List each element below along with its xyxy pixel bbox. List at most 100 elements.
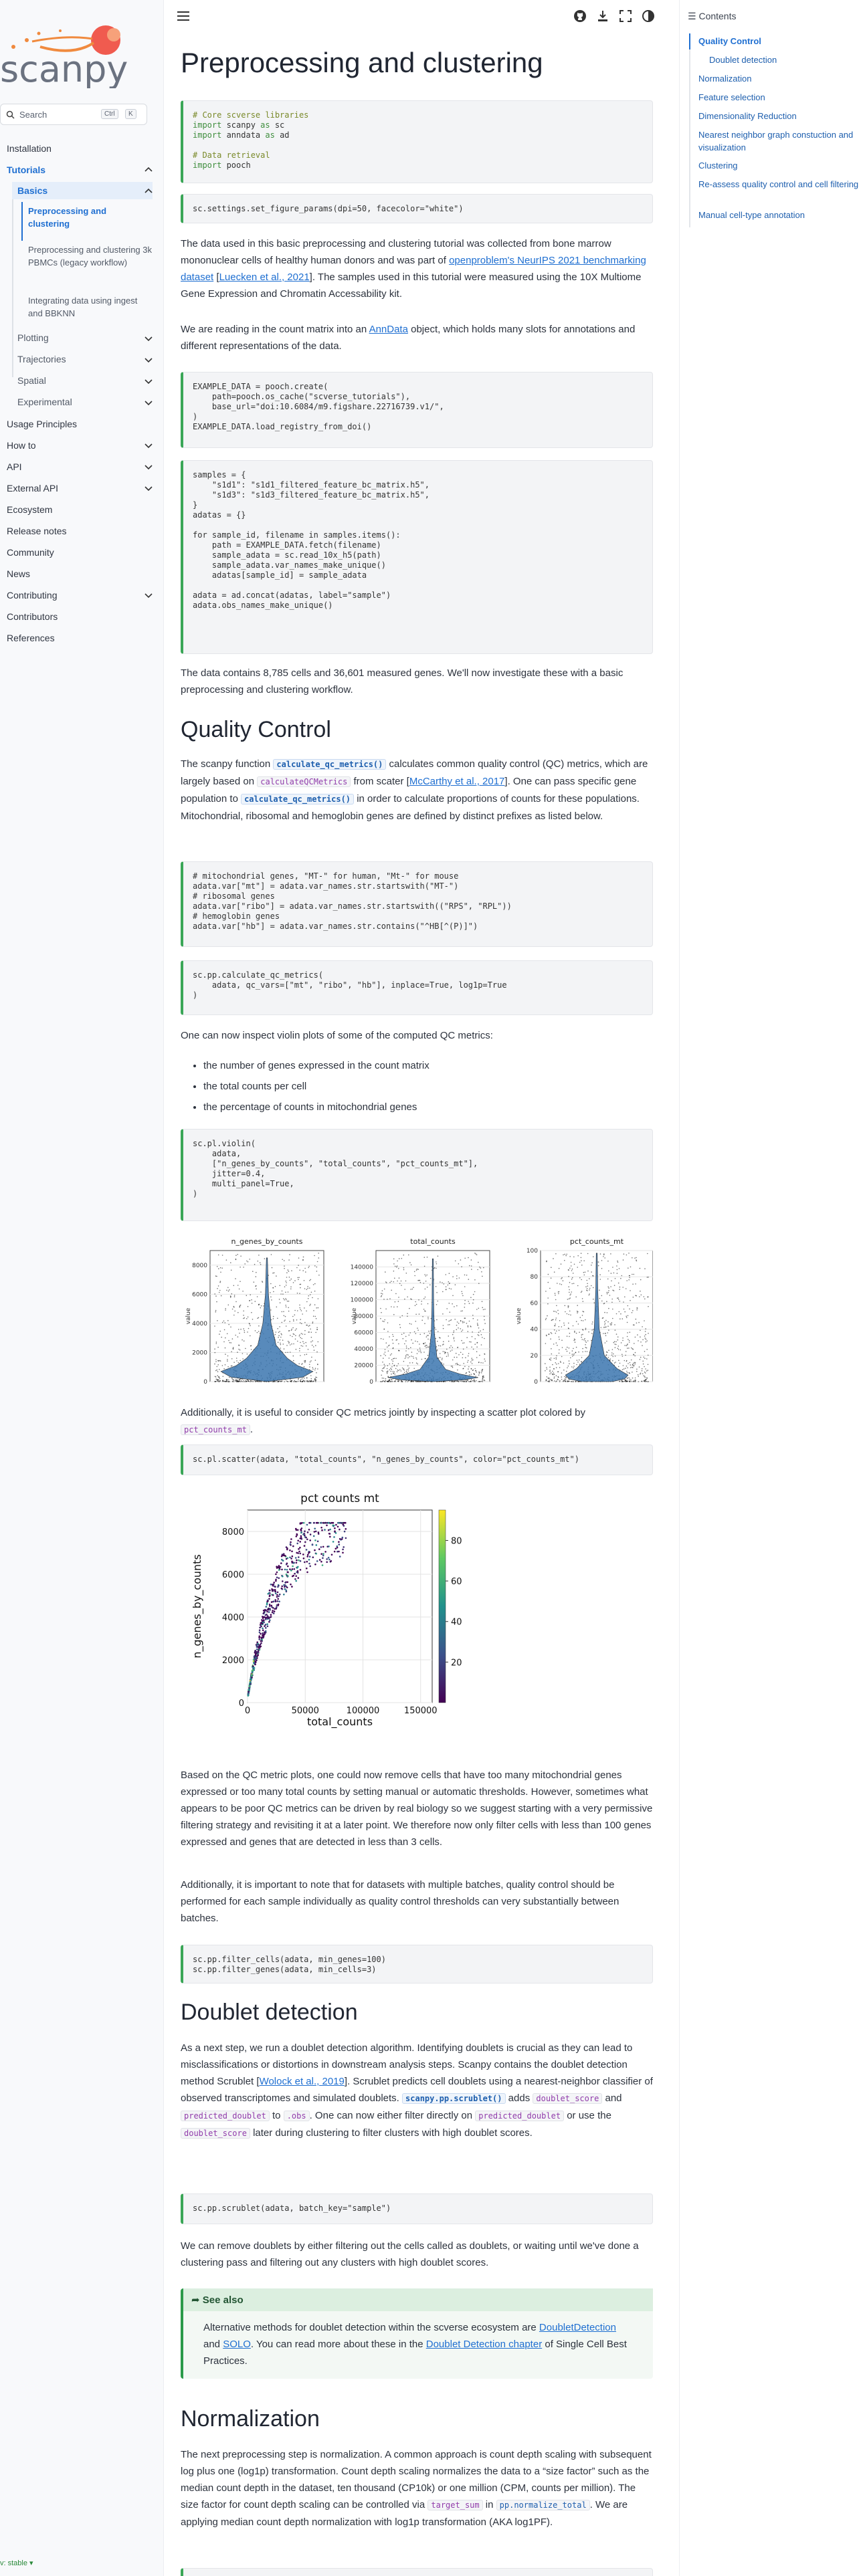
toc-item-reassess-qc[interactable]: Re-assess quality control and cell filte… bbox=[698, 179, 859, 189]
data-point bbox=[329, 1535, 331, 1538]
chevron-down-icon[interactable] bbox=[143, 333, 154, 344]
chevron-down-icon[interactable] bbox=[143, 354, 154, 365]
code-block-load[interactable]: samples = { "s1d1": "s1d1_filtered_featu… bbox=[181, 460, 653, 654]
sidebar-item-ecosystem[interactable]: Ecosystem bbox=[7, 504, 53, 515]
calculate-qc-metrics-link[interactable]: calculate_qc_metrics() bbox=[273, 759, 387, 770]
doublet-chapter-link[interactable]: Doublet Detection chapter bbox=[425, 2339, 543, 2350]
data-point bbox=[624, 1381, 626, 1382]
sidebar-item-tutorials[interactable]: Tutorials bbox=[7, 165, 46, 175]
toc-item-annotation[interactable]: Manual cell-type annotation bbox=[698, 210, 805, 220]
toc-item-normalization[interactable]: Normalization bbox=[698, 74, 752, 84]
github-icon[interactable] bbox=[573, 9, 587, 23]
openproblems-link[interactable]: openproblem's NeurIPS 2021 benchmarking … bbox=[181, 255, 646, 283]
chevron-down-icon[interactable] bbox=[143, 590, 154, 601]
text: later during clustering to filter cluste… bbox=[250, 2127, 533, 2139]
code-block-normalize[interactable] bbox=[181, 2568, 653, 2576]
data-point bbox=[299, 1348, 300, 1350]
citation-mccarthy[interactable]: McCarthy et al., 2017 bbox=[409, 776, 505, 787]
data-point bbox=[223, 1380, 225, 1382]
data-point bbox=[393, 1365, 395, 1367]
data-point bbox=[250, 1679, 252, 1681]
sidebar-item-pbmc3k-legacy[interactable]: Preprocessing and clustering 3k PBMCs (l… bbox=[28, 245, 152, 267]
sidebar-item-release-notes[interactable]: Release notes bbox=[7, 526, 67, 536]
data-point bbox=[270, 1616, 272, 1618]
toc-item-quality-control[interactable]: Quality Control bbox=[698, 36, 761, 46]
code-block-scatter[interactable]: sc.pl.scatter(adata, "total_counts", "n_… bbox=[181, 1444, 653, 1475]
data-point bbox=[610, 1286, 611, 1287]
chevron-down-icon[interactable] bbox=[143, 376, 154, 387]
solo-link[interactable]: SOLO bbox=[223, 2339, 251, 2350]
sidebar-item-installation[interactable]: Installation bbox=[7, 143, 52, 154]
calculate-qc-metrics-link[interactable]: calculate_qc_metrics() bbox=[241, 794, 355, 804]
sidebar-item-contributors[interactable]: Contributors bbox=[7, 611, 58, 622]
citation-luecken[interactable]: Luecken et al., 2021 bbox=[219, 272, 310, 283]
search-input[interactable]: Search Ctrl K bbox=[0, 104, 147, 125]
chevron-down-icon[interactable] bbox=[143, 397, 154, 408]
toc-item-doublet-detection[interactable]: Doublet detection bbox=[709, 55, 777, 65]
sidebar-item-trajectories[interactable]: Trajectories bbox=[17, 354, 66, 364]
sidebar-item-news[interactable]: News bbox=[7, 568, 31, 579]
data-point bbox=[563, 1362, 565, 1364]
sidebar-item-spatial[interactable]: Spatial bbox=[17, 375, 46, 386]
sidebar-item-contributing[interactable]: Contributing bbox=[7, 590, 58, 601]
toc-item-feature-selection[interactable]: Feature selection bbox=[698, 92, 765, 102]
data-point bbox=[217, 1288, 218, 1289]
anndata-link[interactable]: AnnData bbox=[369, 324, 408, 335]
code-block-scrublet[interactable]: sc.pp.scrublet(adata, batch_key="sample"… bbox=[181, 2193, 653, 2224]
fullscreen-icon[interactable] bbox=[619, 9, 632, 23]
chevron-down-icon[interactable] bbox=[143, 440, 154, 451]
text: ]. The samples used in this tutorial wer… bbox=[181, 272, 642, 300]
scanpy-logo[interactable]: scanpy bbox=[0, 15, 140, 88]
chevron-down-icon[interactable] bbox=[143, 461, 154, 472]
data-point bbox=[468, 1320, 470, 1322]
code-block-violin[interactable]: sc.pl.violin( adata, ["n_genes_by_counts… bbox=[181, 1129, 653, 1221]
sidebar-item-basics[interactable]: Basics bbox=[17, 185, 48, 196]
data-point bbox=[292, 1574, 294, 1577]
toc-item-dim-reduction[interactable]: Dimensionality Reduction bbox=[698, 111, 797, 121]
theme-toggle-icon[interactable] bbox=[642, 9, 655, 23]
menu-icon[interactable] bbox=[177, 11, 189, 21]
sidebar-item-external-api[interactable]: External API bbox=[7, 483, 59, 494]
sidebar-item-ingest-bbknn[interactable]: Integrating data using ingest and BBKNN bbox=[28, 296, 138, 318]
sidebar-item-experimental[interactable]: Experimental bbox=[17, 397, 72, 407]
sidebar-item-community[interactable]: Community bbox=[7, 547, 54, 558]
code-block-qc-metrics[interactable]: sc.pp.calculate_qc_metrics( adata, qc_va… bbox=[181, 960, 653, 1015]
sidebar-item-plotting[interactable]: Plotting bbox=[17, 332, 49, 343]
sidebar-item-preprocessing[interactable]: Preprocessing and clustering bbox=[28, 206, 107, 229]
sidebar-item-api[interactable]: API bbox=[7, 461, 22, 472]
scrublet-link[interactable]: scanpy.pp.scrublet() bbox=[402, 2093, 506, 2104]
code-block-gene-masks[interactable]: # mitochondrial genes, "MT-" for human, … bbox=[181, 861, 653, 947]
data-point bbox=[469, 1265, 470, 1267]
data-point bbox=[252, 1660, 255, 1662]
code-block-pooch[interactable]: EXAMPLE_DATA = pooch.create( path=pooch.… bbox=[181, 372, 653, 448]
data-point bbox=[645, 1341, 647, 1343]
data-point bbox=[267, 1593, 270, 1595]
normalize-total-link[interactable]: pp.normalize_total bbox=[496, 2500, 590, 2510]
data-point bbox=[290, 1570, 292, 1572]
data-point bbox=[588, 1331, 589, 1333]
chevron-up-icon[interactable] bbox=[143, 165, 154, 175]
download-icon[interactable] bbox=[596, 9, 609, 23]
toc-item-clustering[interactable]: Clustering bbox=[698, 160, 738, 171]
sidebar-item-usage-principles[interactable]: Usage Principles bbox=[7, 419, 78, 429]
code-comment: # Data retrieval bbox=[193, 150, 270, 160]
data-point bbox=[310, 1328, 311, 1330]
code-block-settings[interactable]: sc.settings.set_figure_params(dpi=50, fa… bbox=[181, 194, 653, 223]
data-point bbox=[549, 1370, 551, 1371]
toc-item-neighbors[interactable]: Nearest neighbor graph constuction and v… bbox=[698, 130, 854, 152]
chevron-up-icon[interactable] bbox=[143, 186, 154, 197]
data-point bbox=[396, 1365, 398, 1367]
data-point bbox=[563, 1380, 564, 1382]
sidebar-item-how-to[interactable]: How to bbox=[7, 440, 36, 451]
version-switcher[interactable]: v: stable ▾ bbox=[0, 2559, 33, 2567]
doubletdetection-link[interactable]: DoubletDetection bbox=[539, 2322, 616, 2333]
data-point bbox=[337, 1521, 340, 1524]
sidebar-item-references[interactable]: References bbox=[7, 633, 55, 643]
data-point bbox=[333, 1550, 336, 1553]
code-block-imports[interactable]: # Core scverse libraries import scanpy as… bbox=[181, 100, 653, 183]
code-block-filter[interactable]: sc.pp.filter_cells(adata, min_genes=100)… bbox=[181, 1945, 653, 1983]
data-point bbox=[579, 1261, 581, 1263]
chevron-down-icon[interactable] bbox=[143, 483, 154, 494]
data-point bbox=[624, 1296, 626, 1298]
citation-wolock[interactable]: Wolock et al., 2019 bbox=[259, 2076, 345, 2087]
